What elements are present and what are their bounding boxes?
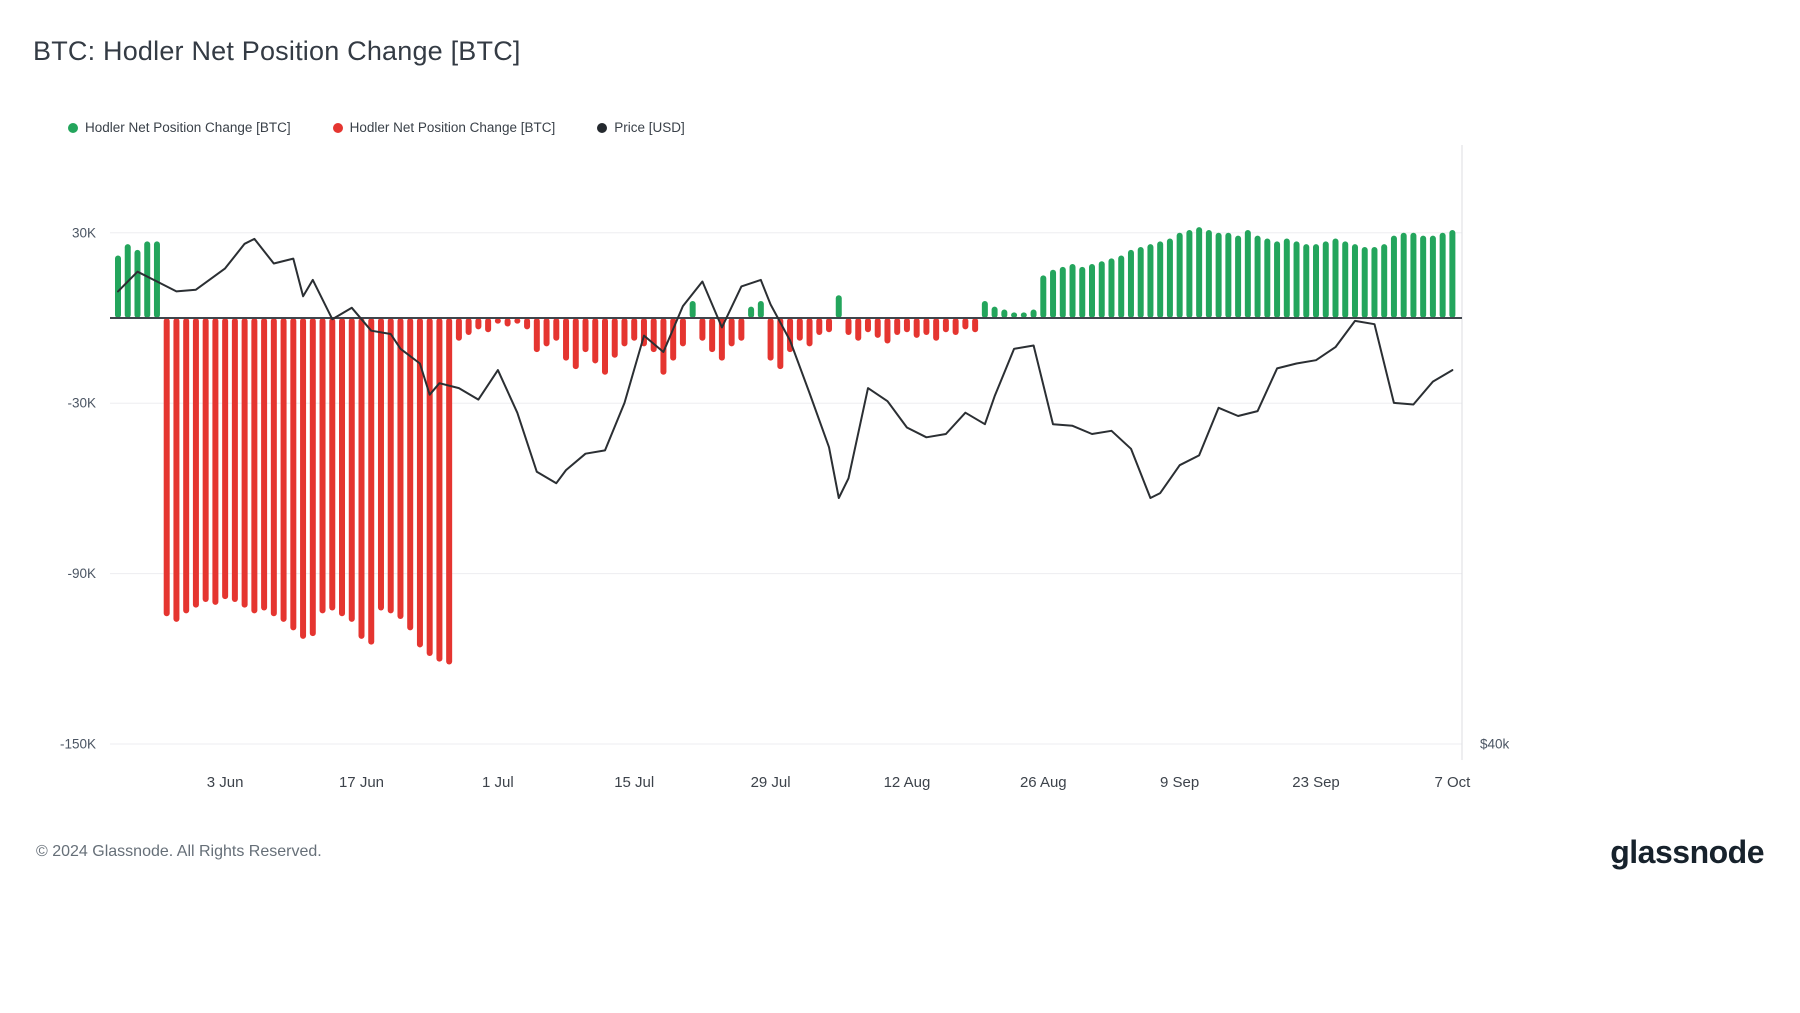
svg-text:15 Jul: 15 Jul xyxy=(614,774,654,791)
svg-text:1 Jul: 1 Jul xyxy=(482,774,514,791)
svg-text:-30K: -30K xyxy=(67,396,96,411)
svg-text:7 Oct: 7 Oct xyxy=(1434,774,1471,791)
svg-text:3 Jun: 3 Jun xyxy=(207,774,244,791)
svg-text:29 Jul: 29 Jul xyxy=(751,774,791,791)
svg-text:$40k: $40k xyxy=(1480,737,1510,752)
svg-text:26 Aug: 26 Aug xyxy=(1020,774,1067,791)
legend-label-hodler-positive: Hodler Net Position Change [BTC] xyxy=(85,120,291,135)
chart-legend: Hodler Net Position Change [BTC] Hodler … xyxy=(68,120,685,135)
svg-text:12 Aug: 12 Aug xyxy=(884,774,931,791)
svg-text:30K: 30K xyxy=(72,225,96,240)
black-dot-icon xyxy=(597,122,608,133)
legend-item-price[interactable]: Price [USD] xyxy=(597,120,685,135)
svg-text:-90K: -90K xyxy=(67,566,96,581)
legend-item-hodler-negative[interactable]: Hodler Net Position Change [BTC] xyxy=(332,120,556,135)
red-dot-icon xyxy=(332,122,343,133)
legend-item-hodler-positive[interactable]: Hodler Net Position Change [BTC] xyxy=(68,120,291,135)
legend-label-price: Price [USD] xyxy=(614,120,685,135)
svg-text:-150K: -150K xyxy=(60,737,96,752)
footer: © 2024 Glassnode. All Rights Reserved. g… xyxy=(0,822,1800,882)
svg-text:23 Sep: 23 Sep xyxy=(1292,774,1340,791)
copyright-text: © 2024 Glassnode. All Rights Reserved. xyxy=(36,843,322,860)
svg-text:9 Sep: 9 Sep xyxy=(1160,774,1199,791)
svg-text:17 Jun: 17 Jun xyxy=(339,774,384,791)
glassnode-logo[interactable]: glassnode xyxy=(1610,833,1764,870)
page-title: BTC: Hodler Net Position Change [BTC] xyxy=(33,36,521,66)
legend-label-hodler-negative: Hodler Net Position Change [BTC] xyxy=(349,120,556,135)
green-dot-icon xyxy=(68,122,78,133)
